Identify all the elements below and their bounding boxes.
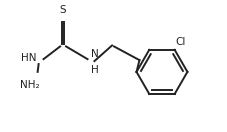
Text: S: S xyxy=(59,5,66,15)
Text: NH₂: NH₂ xyxy=(20,80,39,90)
Text: N: N xyxy=(90,49,98,59)
Text: Cl: Cl xyxy=(175,37,185,47)
Text: HN: HN xyxy=(21,53,37,63)
Text: H: H xyxy=(90,65,98,75)
